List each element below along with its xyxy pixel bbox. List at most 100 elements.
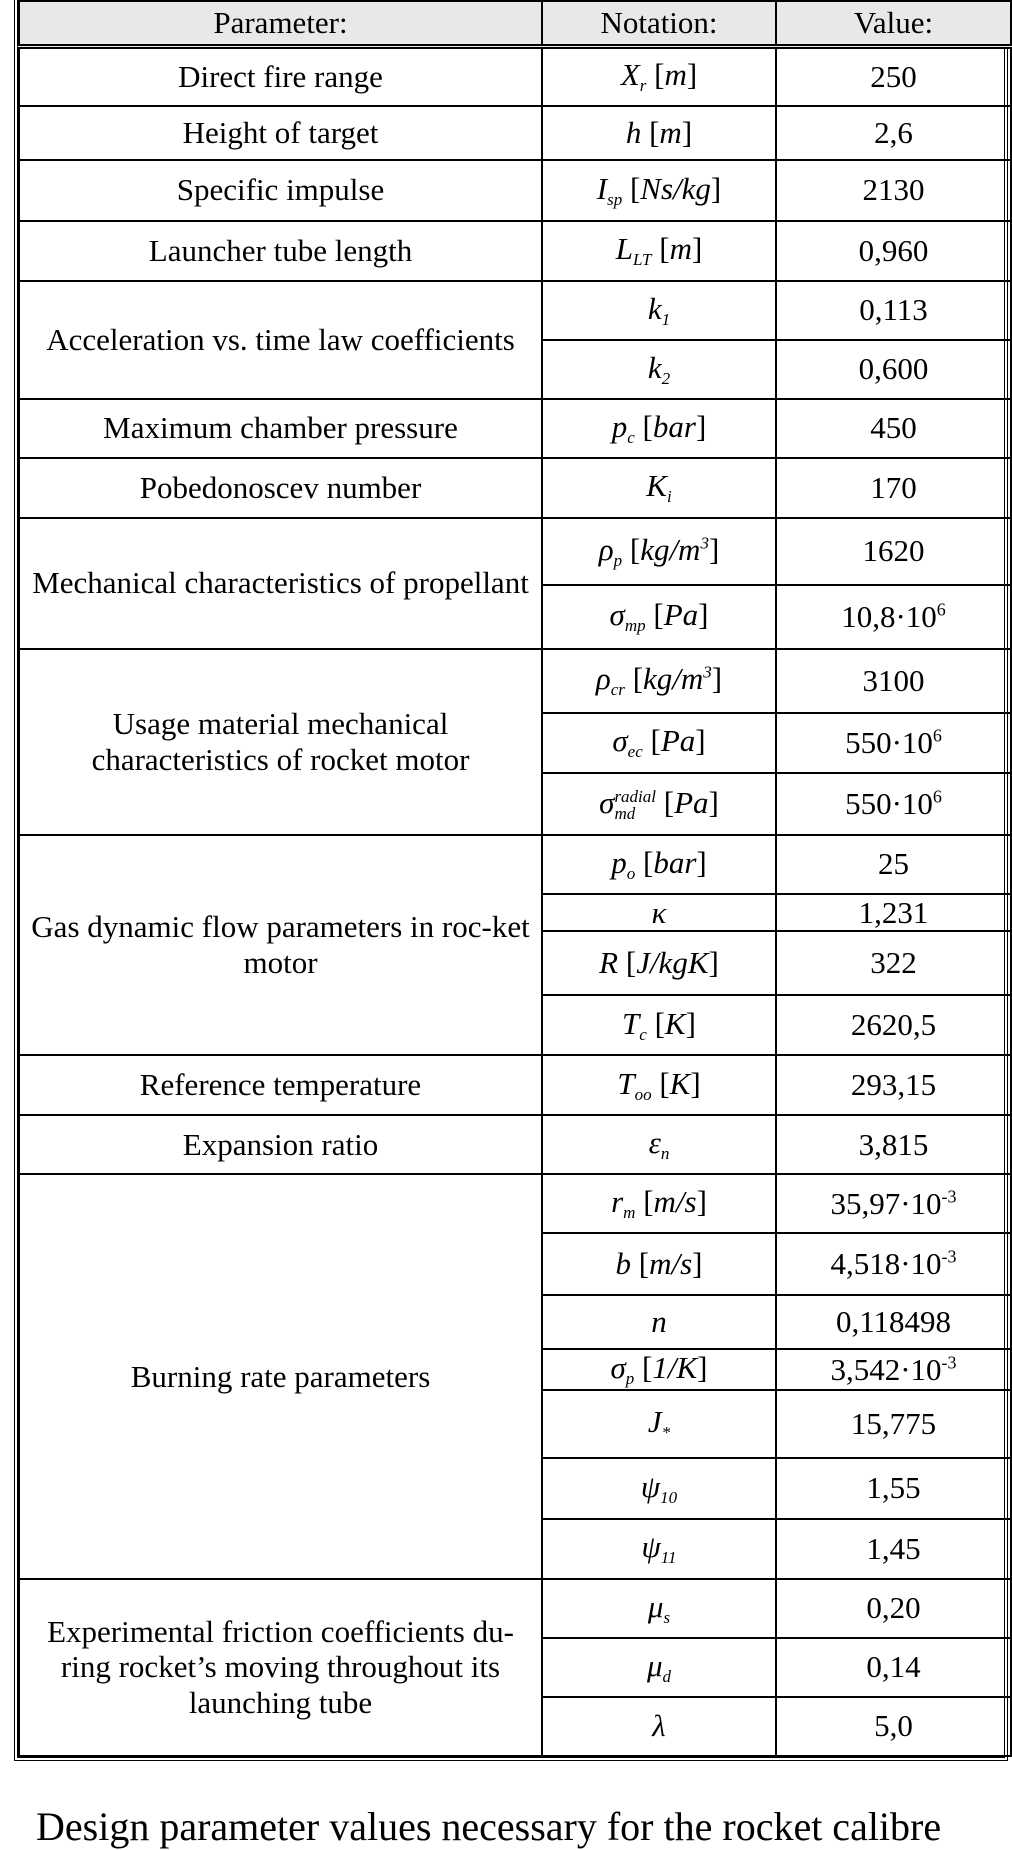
symbol: r <box>611 1184 624 1220</box>
table-row: Gas dynamic flow parameters in roc-ket m… <box>18 833 1012 1057</box>
value-cell: 3,542·10-3 <box>775 1348 1012 1391</box>
parameter-cell: Direct fire range <box>18 45 543 107</box>
value-cell: 1,45 <box>775 1517 1012 1580</box>
value-exponent: 6 <box>932 725 942 746</box>
value-cell: 0,960 <box>775 219 1012 282</box>
symbol: σ <box>610 1350 626 1386</box>
value: 15,775 <box>850 1405 937 1441</box>
value: 2130 <box>862 172 925 208</box>
notation-cell: σ radial md [Pa] <box>541 771 777 836</box>
table-row: Maximum chamber pressure pc [bar] 450 <box>18 397 1012 459</box>
notation-cell: μs <box>541 1577 777 1639</box>
value-cell: 3,815 <box>775 1114 1012 1176</box>
subscript: 11 <box>660 1548 677 1568</box>
table-row: Height of target h [m] 2,6 <box>18 104 1012 161</box>
table-row: Mechanical characteristics of propellant… <box>18 516 1012 650</box>
value-cell: 550·106 <box>775 711 1012 774</box>
symbol: p <box>611 408 628 444</box>
subscript: d <box>662 1666 672 1686</box>
parameter-cell: Expansion ratio <box>18 1114 543 1176</box>
parameter-cell: Maximum chamber pressure <box>18 397 543 459</box>
symbol: ε <box>648 1125 661 1161</box>
value: 1,231 <box>858 894 929 930</box>
header-notation: Notation: <box>541 0 777 49</box>
value-cell: 0,118498 <box>775 1294 1012 1351</box>
parameters-table: Parameter: Notation: Value: Direct fire … <box>18 0 1012 1757</box>
value-cell: 550·106 <box>775 771 1012 836</box>
table-row: n 0,118498 <box>19 1294 1012 1351</box>
value: 450 <box>870 410 917 446</box>
value-exponent: -3 <box>941 1246 957 1267</box>
table-row: κ 1,231 <box>19 892 1012 933</box>
value-cell: 15,775 <box>775 1388 1012 1459</box>
superscript: radial <box>614 787 656 807</box>
table-row: Expansion ratio εn 3,815 <box>18 1114 1012 1176</box>
subscript: p <box>625 1369 635 1389</box>
notation-cell: σp [1/K] <box>541 1348 777 1391</box>
symbol: X <box>620 57 640 93</box>
subscript: LT <box>632 250 652 270</box>
symbol: n <box>651 1304 667 1340</box>
table-row: Experimental friction coefficients du-ri… <box>18 1577 1012 1757</box>
value-cell: 322 <box>775 930 1012 997</box>
notation-cell: ρp [kg/m3] <box>541 516 777 586</box>
sup-sub: radial md <box>614 788 656 822</box>
symbol: T <box>622 1005 640 1041</box>
notation-cell: po [bar] <box>541 833 777 895</box>
value-cell: 4,518·10-3 <box>775 1232 1012 1297</box>
value-cell: 2,6 <box>775 104 1012 161</box>
table-row: σec [Pa] 550·106 <box>19 711 1012 774</box>
value-cell: 5,0 <box>775 1695 1012 1757</box>
notation-cell: Isp [Ns/kg] <box>541 158 777 222</box>
table-row: Tc [K] 2620,5 <box>19 994 1012 1057</box>
parameter-cell: Acceleration vs. time law coefficients <box>18 279 543 400</box>
value: 3,542·10 <box>830 1351 942 1387</box>
notation-cell: σec [Pa] <box>541 711 777 774</box>
unit: kg/m <box>643 661 704 697</box>
value: 293,15 <box>850 1067 937 1103</box>
parameter-cell: Gas dynamic flow parameters in roc-ket m… <box>18 833 543 1057</box>
subscript: 2 <box>661 368 671 388</box>
notation-cell: ψ10 <box>541 1456 777 1520</box>
unit: m/s <box>649 1246 693 1282</box>
value: 170 <box>870 469 917 505</box>
symbol: ψ <box>640 1468 661 1504</box>
unit: Ns/kg <box>640 170 711 206</box>
unit: Pa <box>663 597 699 633</box>
unit-exponent: 3 <box>703 662 712 682</box>
subscript: oo <box>634 1084 652 1104</box>
value-cell: 3100 <box>775 647 1012 714</box>
value: 10,8·10 <box>841 598 937 634</box>
symbol: κ <box>651 894 667 930</box>
value-cell: 2620,5 <box>775 994 1012 1057</box>
value-cell: 0,600 <box>775 338 1012 400</box>
value: 0,118498 <box>835 1304 952 1340</box>
value: 25 <box>878 846 909 882</box>
notation-cell: R [J/kgK] <box>541 930 777 997</box>
symbol: σ <box>599 784 615 820</box>
value: 4,518·10 <box>830 1246 942 1282</box>
table-row: Usage material mechanical characteristic… <box>18 647 1012 836</box>
symbol: p <box>611 844 627 880</box>
header-parameter: Parameter: <box>18 0 543 49</box>
notation-cell: k1 <box>541 279 777 341</box>
value: 0,20 <box>866 1590 921 1626</box>
symbol: h <box>625 114 642 150</box>
table-row: Acceleration vs. time law coefficients k1… <box>18 279 1012 400</box>
table-row: Launcher tube length LLT [m] 0,960 <box>18 219 1012 282</box>
table-row: Specific impulse Isp [Ns/kg] 2130 <box>18 158 1012 222</box>
unit: m <box>659 114 682 150</box>
value-cell: 10,8·106 <box>775 583 1012 650</box>
unit-exponent: 3 <box>700 533 709 553</box>
subscript: ec <box>627 742 643 762</box>
value: 1,55 <box>866 1470 921 1506</box>
value-cell: 250 <box>775 45 1012 107</box>
symbol: μ <box>646 1647 663 1683</box>
notation-cell: ρcr [kg/m3] <box>541 647 777 714</box>
subscript: 10 <box>660 1487 678 1507</box>
value-cell: 35,97·10-3 <box>775 1173 1012 1235</box>
table-row: σmp [Pa] 10,8·106 <box>19 583 1012 650</box>
notation-cell: h [m] <box>541 104 777 161</box>
unit: 1/K <box>652 1350 698 1386</box>
subscript: * <box>661 1423 671 1443</box>
